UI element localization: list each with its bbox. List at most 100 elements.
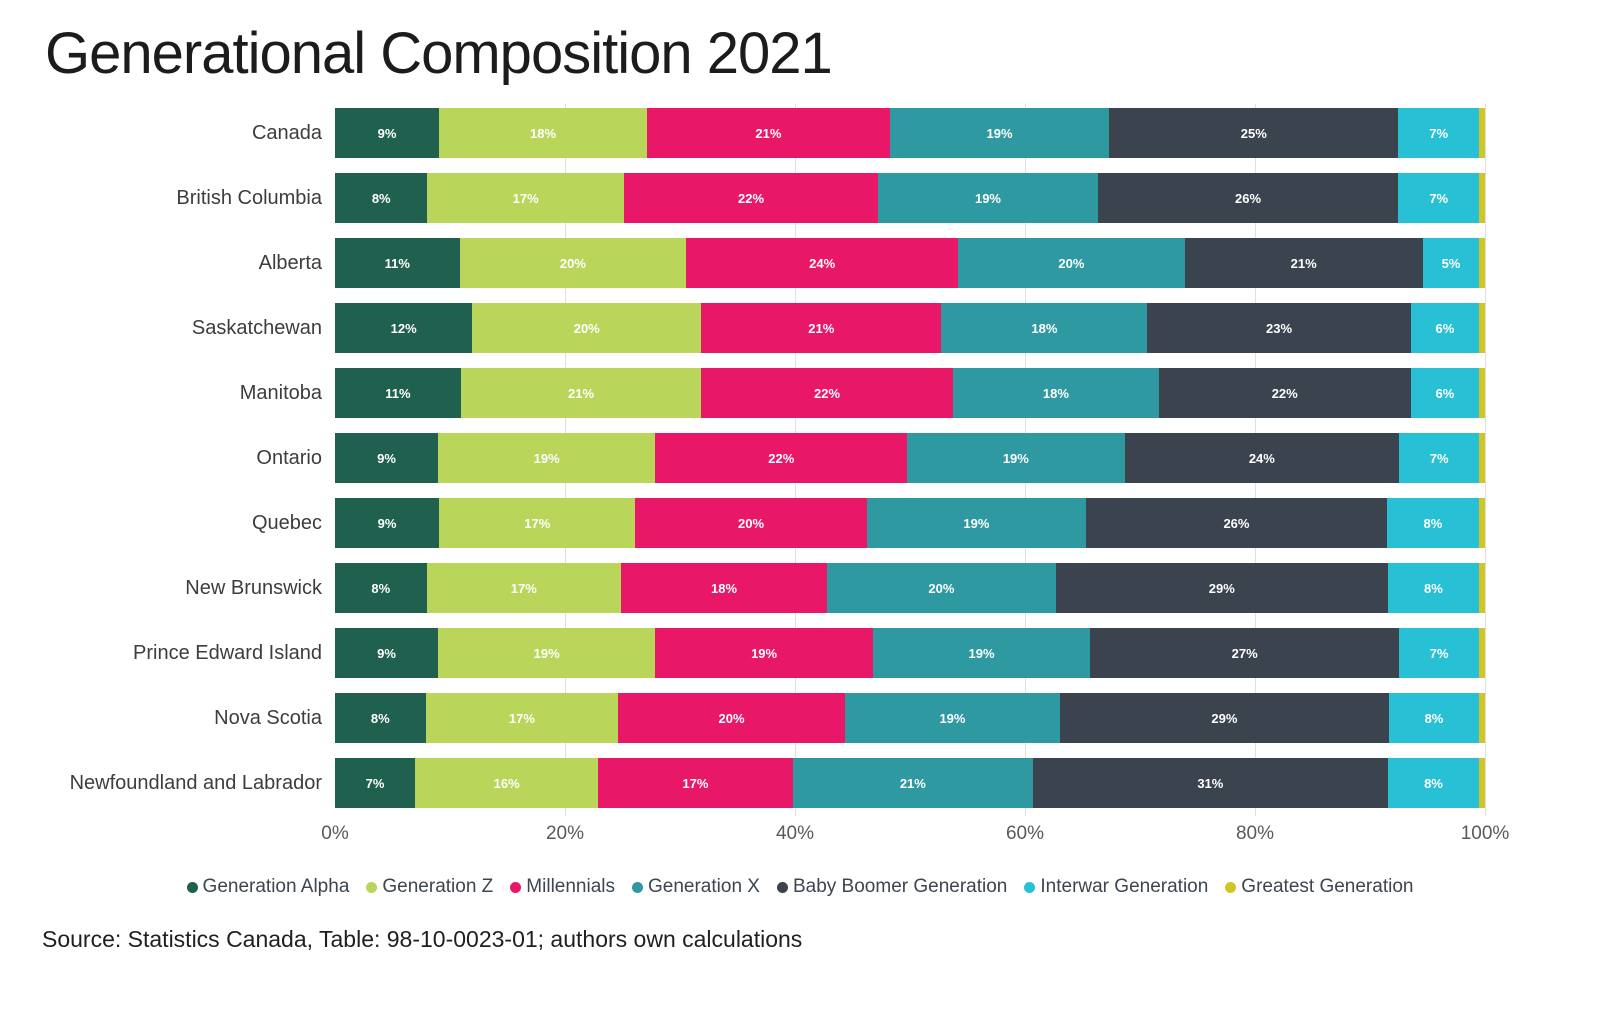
bar-segment-greatest-generation xyxy=(1479,563,1485,613)
bar-segment-interwar-generation: 6% xyxy=(1410,303,1480,353)
row-label: Canada xyxy=(251,121,322,144)
row-label: Quebec xyxy=(251,511,322,534)
bar-segment-baby-boomer-generation: 22% xyxy=(1158,368,1411,418)
bar-segment-baby-boomer-generation: 23% xyxy=(1147,303,1411,353)
row-label: Alberta xyxy=(258,251,322,274)
bar-row-new-brunswick: New Brunswick 8% 17% 18% 20% 29% 8% xyxy=(0,563,1600,613)
stacked-bar: 8% 17% 20% 19% 29% 8% xyxy=(335,693,1485,743)
row-label: Saskatchewan xyxy=(191,316,322,339)
bar-segment-generation-z: 20% xyxy=(472,303,702,353)
bar-segment-baby-boomer-generation: 27% xyxy=(1090,628,1400,678)
source-note: Source: Statistics Canada, Table: 98-10-… xyxy=(42,926,803,952)
x-axis-tick-label: 80% xyxy=(1235,823,1275,844)
legend-dot-icon xyxy=(186,881,198,893)
bar-segment-generation-z: 16% xyxy=(415,758,599,808)
chart-rows: Canada 9% 18% 21% 19% 25% 7% British Columbia 8%… xyxy=(0,104,1600,816)
legend-label: Generation Alpha xyxy=(202,876,350,897)
bar-segment-baby-boomer-generation: 25% xyxy=(1109,108,1399,158)
bar-segment-baby-boomer-generation: 26% xyxy=(1097,173,1399,223)
chart-title: Generational Composition 2021 xyxy=(45,21,833,86)
legend-dot-icon xyxy=(366,881,378,893)
legend-label: Millennials xyxy=(526,876,615,897)
bar-segment-generation-alpha: 7% xyxy=(335,758,416,808)
legend-item-millennials: Millennials xyxy=(510,876,615,898)
legend-item-generation-x: Generation X xyxy=(632,876,760,898)
legend-item-interwar-generation: Interwar Generation xyxy=(1024,876,1208,898)
row-label: New Brunswick xyxy=(185,576,322,599)
bar-segment-generation-x: 19% xyxy=(866,498,1087,548)
bar-segment-greatest-generation xyxy=(1479,238,1485,288)
legend-dot-icon xyxy=(632,881,643,893)
legend-label: Interwar Generation xyxy=(1040,876,1209,897)
bar-segment-generation-z: 17% xyxy=(425,693,619,743)
bar-segment-greatest-generation xyxy=(1479,498,1485,548)
stacked-bar: 8% 17% 22% 19% 26% 7% xyxy=(335,173,1485,223)
bar-segment-generation-x: 19% xyxy=(878,173,1098,223)
bar-segment-interwar-generation: 8% xyxy=(1387,758,1480,808)
bar-row-canada: Canada 9% 18% 21% 19% 25% 7% xyxy=(0,108,1600,158)
bar-segment-millennials: 20% xyxy=(635,498,867,548)
bar-segment-baby-boomer-generation: 21% xyxy=(1184,238,1423,288)
legend-item-generation-alpha: Generation Alpha xyxy=(186,876,350,898)
bar-segment-generation-alpha: 11% xyxy=(335,238,460,288)
bar-segment-interwar-generation: 8% xyxy=(1388,693,1480,743)
bar-segment-millennials: 22% xyxy=(655,433,908,483)
row-label: Newfoundland and Labrador xyxy=(69,771,322,794)
bar-segment-millennials: 24% xyxy=(686,238,959,288)
bar-segment-generation-x: 18% xyxy=(941,303,1148,353)
legend-label: Baby Boomer Generation xyxy=(792,876,1008,897)
bar-segment-generation-z: 19% xyxy=(437,433,656,483)
bar-segment-generation-alpha: 9% xyxy=(335,498,440,548)
bar-segment-millennials: 19% xyxy=(655,628,873,678)
x-axis-tick-label: 60% xyxy=(1005,823,1045,844)
legend-dot-icon xyxy=(1225,881,1237,893)
x-axis-tick-label: 40% xyxy=(775,823,815,844)
bar-row-quebec: Quebec 9% 17% 20% 19% 26% 8% xyxy=(0,498,1600,548)
bar-segment-generation-x: 21% xyxy=(792,758,1033,808)
stacked-bar: 7% 16% 17% 21% 31% 8% xyxy=(335,758,1485,808)
stacked-bar: 9% 18% 21% 19% 25% 7% xyxy=(335,108,1485,158)
stacked-bar: 9% 19% 19% 19% 27% 7% xyxy=(335,628,1485,678)
x-axis-tick-label: 0% xyxy=(321,823,349,844)
bar-segment-generation-alpha: 9% xyxy=(335,628,438,678)
bar-segment-baby-boomer-generation: 31% xyxy=(1032,758,1388,808)
bar-segment-generation-alpha: 11% xyxy=(335,368,461,418)
bar-segment-generation-alpha: 8% xyxy=(335,693,426,743)
bar-segment-millennials: 22% xyxy=(623,173,879,223)
bar-segment-generation-x: 20% xyxy=(958,238,1185,288)
bar-row-british-columbia: British Columbia 8% 17% 22% 19% 26% 7% xyxy=(0,173,1600,223)
bar-segment-generation-z: 19% xyxy=(437,628,656,678)
row-label: Nova Scotia xyxy=(214,706,322,729)
bar-segment-millennials: 21% xyxy=(701,303,942,353)
x-axis-tick-label: 20% xyxy=(545,823,585,844)
legend-item-baby-boomer-generation: Baby Boomer Generation xyxy=(776,876,1008,898)
bar-row-ontario: Ontario 9% 19% 22% 19% 24% 7% xyxy=(0,433,1600,483)
stacked-bar: 11% 21% 22% 18% 22% 6% xyxy=(335,368,1485,418)
bar-segment-generation-alpha: 9% xyxy=(335,108,440,158)
legend-dot-icon xyxy=(1024,881,1036,893)
bar-segment-millennials: 17% xyxy=(598,758,793,808)
bar-segment-generation-alpha: 8% xyxy=(335,173,428,223)
bar-segment-greatest-generation xyxy=(1479,173,1485,223)
bar-segment-interwar-generation: 7% xyxy=(1398,108,1480,158)
legend-dot-icon xyxy=(776,881,788,893)
chart-area: Canada 9% 18% 21% 19% 25% 7% British Columbia 8%… xyxy=(0,104,1600,851)
bar-segment-interwar-generation: 8% xyxy=(1387,563,1480,613)
bar-segment-greatest-generation xyxy=(1479,433,1485,483)
bar-segment-interwar-generation: 6% xyxy=(1410,368,1480,418)
bar-segment-generation-x: 20% xyxy=(827,563,1056,613)
bar-row-manitoba: Manitoba 11% 21% 22% 18% 22% 6% xyxy=(0,368,1600,418)
bar-segment-baby-boomer-generation: 29% xyxy=(1055,563,1388,613)
bar-segment-greatest-generation xyxy=(1479,108,1485,158)
bar-segment-interwar-generation: 5% xyxy=(1422,238,1480,288)
legend-item-generation-z: Generation Z xyxy=(366,876,493,898)
bar-segment-baby-boomer-generation: 26% xyxy=(1086,498,1387,548)
bar-segment-generation-z: 17% xyxy=(426,563,622,613)
bar-row-nova-scotia: Nova Scotia 8% 17% 20% 19% 29% 8% xyxy=(0,693,1600,743)
legend-label: Greatest Generation xyxy=(1241,876,1414,897)
legend: Generation Alpha Generation Z Millennials G… xyxy=(0,876,1600,898)
bar-segment-generation-x: 18% xyxy=(952,368,1159,418)
row-label: Manitoba xyxy=(239,381,322,404)
bar-segment-generation-z: 17% xyxy=(427,173,624,223)
bar-segment-generation-z: 17% xyxy=(439,498,636,548)
